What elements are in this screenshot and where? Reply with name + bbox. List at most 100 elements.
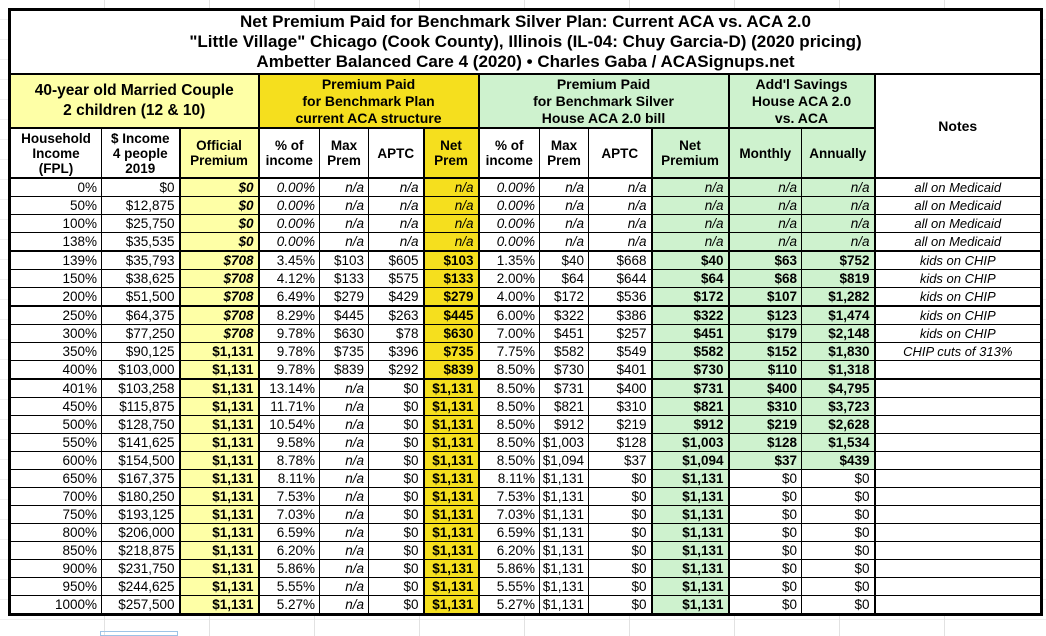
cell-300-max-prem-aca2: $451 xyxy=(539,324,589,343)
cell-800-net-prem-aca: $1,131 xyxy=(422,523,479,542)
cell-350-pct-of-income-aca2: 7.75% xyxy=(477,342,540,361)
cell-600-income-4-people-2019: $154,500 xyxy=(101,451,180,470)
cell-250-net-prem-aca: $445 xyxy=(422,305,479,325)
cell-138-net-prem-aca: n/a xyxy=(422,232,479,252)
column-header-aptc-aca2: APTC xyxy=(588,127,652,179)
cell-139-notes: kids on CHIP xyxy=(873,250,1042,270)
cell-300-monthly-savings: $179 xyxy=(727,324,802,343)
cell-800-pct-of-income-aca2: 6.59% xyxy=(477,523,540,542)
cell-950-aptc-aca: $0 xyxy=(368,577,424,596)
column-header-max-prem-aca2: Max Prem xyxy=(539,127,589,179)
cell-650-annual-savings: $0 xyxy=(801,469,875,488)
cell-139-pct-of-income-aca: 3.45% xyxy=(257,250,320,270)
row-850: 850% $218,875 $1,131 6.20% n/a $0 $1,131 6.20% $… xyxy=(9,541,1042,560)
cell-401-pct-of-income-aca: 13.14% xyxy=(257,378,320,398)
row-200: 200% $51,500 $708 6.49% $279 $429 $279 4.00% $17… xyxy=(9,287,1042,307)
group-header-household: 40-year old Married Couple 2 children (1… xyxy=(8,73,260,129)
row-138: 138% $35,535 $0 0.00% n/a n/a n/a 0.00% n/a n/a n/… xyxy=(9,232,1042,252)
cell-950-annual-savings: $0 xyxy=(801,577,875,596)
cell-300-pct-of-income-aca: 9.78% xyxy=(257,324,320,343)
cell-139-max-prem-aca2: $40 xyxy=(539,250,589,270)
cell-900-max-prem-aca2: $1,131 xyxy=(539,559,589,578)
cell-250-pct-of-income-aca2: 6.00% xyxy=(477,305,540,325)
cell-250-aptc-aca: $263 xyxy=(368,305,424,325)
cell-550-monthly-savings: $128 xyxy=(727,433,802,452)
cell-139-aptc-aca: $605 xyxy=(368,250,424,270)
cell-600-aptc-aca2: $37 xyxy=(588,451,652,470)
cell-0-net-prem-aca: n/a xyxy=(422,177,479,197)
cell-450-notes xyxy=(873,397,1042,416)
cell-401-net-prem-aca: $1,131 xyxy=(422,378,479,398)
cell-0-household-income-fpl: 0% xyxy=(9,177,102,197)
cell-300-net-premium-aca2: $451 xyxy=(650,324,729,343)
cell-900-max-prem-aca: n/a xyxy=(319,559,369,578)
cell-1000-pct-of-income-aca2: 5.27% xyxy=(477,595,540,615)
cell-850-pct-of-income-aca2: 6.20% xyxy=(477,541,540,560)
cell-700-pct-of-income-aca: 7.53% xyxy=(257,487,320,506)
cell-250-aptc-aca2: $386 xyxy=(588,305,652,325)
cell-450-annual-savings: $3,723 xyxy=(801,397,875,416)
cell-250-official-premium: $708 xyxy=(178,305,259,325)
cell-600-notes xyxy=(873,451,1042,470)
cell-50-pct-of-income-aca2: 0.00% xyxy=(477,196,540,215)
cell-100-household-income-fpl: 100% xyxy=(9,214,102,233)
cell-150-aptc-aca: $575 xyxy=(368,269,424,288)
cell-700-net-prem-aca: $1,131 xyxy=(422,487,479,506)
cell-139-official-premium: $708 xyxy=(178,250,259,270)
cell-0-notes: all on Medicaid xyxy=(873,177,1042,197)
cell-900-notes xyxy=(873,559,1042,578)
cell-250-notes: kids on CHIP xyxy=(873,305,1042,325)
cell-350-annual-savings: $1,830 xyxy=(801,342,875,361)
column-header-pct-of-income-aca: % of income xyxy=(257,127,320,179)
cell-650-monthly-savings: $0 xyxy=(727,469,802,488)
cell-800-aptc-aca: $0 xyxy=(368,523,424,542)
cell-600-annual-savings: $439 xyxy=(801,451,875,470)
cell-200-income-4-people-2019: $51,500 xyxy=(101,287,180,307)
cell-600-aptc-aca: $0 xyxy=(368,451,424,470)
cell-500-official-premium: $1,131 xyxy=(178,415,259,434)
cell-200-net-prem-aca: $279 xyxy=(422,287,479,307)
cell-550-max-prem-aca: n/a xyxy=(319,433,369,452)
row-50: 50% $12,875 $0 0.00% n/a n/a n/a 0.00% n/a n/a n/a… xyxy=(9,196,1042,215)
cell-450-net-premium-aca2: $821 xyxy=(650,397,729,416)
cell-250-income-4-people-2019: $64,375 xyxy=(101,305,180,325)
cell-401-max-prem-aca2: $731 xyxy=(539,378,589,398)
cell-1000-pct-of-income-aca: 5.27% xyxy=(257,595,320,615)
cell-350-max-prem-aca2: $582 xyxy=(539,342,589,361)
cell-500-pct-of-income-aca: 10.54% xyxy=(257,415,320,434)
row-250: 250% $64,375 $708 8.29% $445 $263 $445 6.00% $32… xyxy=(9,305,1042,325)
cell-700-aptc-aca2: $0 xyxy=(588,487,652,506)
cell-139-household-income-fpl: 139% xyxy=(9,250,102,270)
cell-200-net-premium-aca2: $172 xyxy=(650,287,729,307)
cell-800-max-prem-aca: n/a xyxy=(319,523,369,542)
cell-1000-max-prem-aca2: $1,131 xyxy=(539,595,589,615)
cell-600-max-prem-aca: n/a xyxy=(319,451,369,470)
cell-400-net-premium-aca2: $730 xyxy=(650,360,729,380)
cell-650-official-premium: $1,131 xyxy=(178,469,259,488)
cell-138-aptc-aca2: n/a xyxy=(588,232,652,252)
cell-300-notes: kids on CHIP xyxy=(873,324,1042,343)
cell-450-pct-of-income-aca: 11.71% xyxy=(257,397,320,416)
cell-900-net-premium-aca2: $1,131 xyxy=(650,559,729,578)
cell-700-annual-savings: $0 xyxy=(801,487,875,506)
cell-400-income-4-people-2019: $103,000 xyxy=(101,360,180,380)
cell-550-aptc-aca: $0 xyxy=(368,433,424,452)
cell-138-net-premium-aca2: n/a xyxy=(650,232,729,252)
cell-750-aptc-aca: $0 xyxy=(368,505,424,524)
cell-900-annual-savings: $0 xyxy=(801,559,875,578)
cell-1000-max-prem-aca: n/a xyxy=(319,595,369,615)
cell-700-net-premium-aca2: $1,131 xyxy=(650,487,729,506)
cell-900-official-premium: $1,131 xyxy=(178,559,259,578)
cell-50-monthly-savings: n/a xyxy=(727,196,802,215)
cell-450-official-premium: $1,131 xyxy=(178,397,259,416)
cell-50-household-income-fpl: 50% xyxy=(9,196,102,215)
cell-150-official-premium: $708 xyxy=(178,269,259,288)
cell-50-annual-savings: n/a xyxy=(801,196,875,215)
cell-700-notes xyxy=(873,487,1042,506)
cell-50-income-4-people-2019: $12,875 xyxy=(101,196,180,215)
cell-650-pct-of-income-aca: 8.11% xyxy=(257,469,320,488)
cell-950-net-prem-aca: $1,131 xyxy=(422,577,479,596)
cell-650-pct-of-income-aca2: 8.11% xyxy=(477,469,540,488)
cell-700-aptc-aca: $0 xyxy=(368,487,424,506)
cell-300-annual-savings: $2,148 xyxy=(801,324,875,343)
